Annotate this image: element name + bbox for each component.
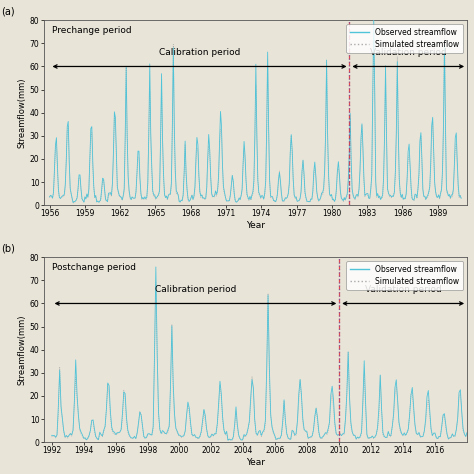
Legend: Observed streamflow, Simulated streamflow: Observed streamflow, Simulated streamflo… (346, 261, 463, 290)
Text: Validation period: Validation period (365, 285, 441, 294)
X-axis label: Year: Year (246, 221, 265, 230)
Y-axis label: Streamflow(mm): Streamflow(mm) (18, 314, 27, 385)
Text: Postchange period: Postchange period (52, 263, 136, 272)
Text: Prechange period: Prechange period (52, 26, 132, 35)
Y-axis label: Streamflow(mm): Streamflow(mm) (18, 77, 27, 148)
X-axis label: Year: Year (246, 458, 265, 467)
Legend: Observed streamflow, Simulated streamflow: Observed streamflow, Simulated streamflo… (346, 24, 463, 53)
Text: Calibration period: Calibration period (155, 285, 236, 294)
Text: Validation period: Validation period (370, 48, 447, 57)
Text: Calibration period: Calibration period (159, 48, 240, 57)
Text: (b): (b) (1, 244, 15, 254)
Text: (a): (a) (1, 7, 15, 17)
